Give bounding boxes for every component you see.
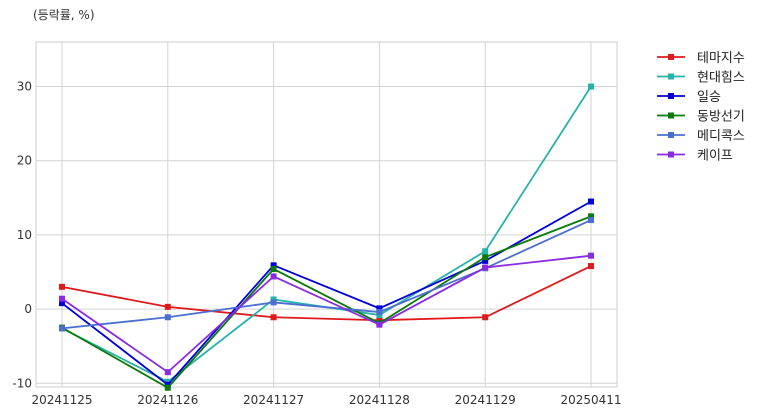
- y-tick-label: -10: [12, 376, 32, 390]
- x-axis: 20241125 20241126 20241127 20241128 20241129…: [31, 393, 621, 407]
- legend-label: 동방선기: [697, 110, 745, 125]
- x-tick-label: 20241126: [137, 393, 198, 407]
- y-tick-label: 30: [17, 80, 32, 94]
- legend-marker: [668, 93, 674, 99]
- series-line: [61, 86, 592, 383]
- data-point: [482, 248, 489, 255]
- data-point: [59, 295, 65, 302]
- series-line: [61, 215, 592, 389]
- data-point: [482, 264, 489, 271]
- series-line: [61, 200, 592, 387]
- series-lines: [59, 83, 594, 391]
- series-line: [61, 219, 592, 330]
- data-point: [270, 314, 277, 321]
- series-1: [59, 263, 594, 324]
- data-point: [59, 283, 65, 290]
- legend-marker: [668, 151, 674, 158]
- data-point: [376, 321, 383, 328]
- legend-label: 테마지수: [697, 51, 745, 66]
- legend-marker: [668, 73, 674, 80]
- legend-entry: 케이프: [657, 149, 733, 164]
- series-2: [59, 83, 594, 385]
- data-point: [164, 384, 171, 391]
- series-6: [59, 252, 594, 376]
- x-tick-label: 20241128: [349, 393, 410, 407]
- legend-marker: [668, 112, 674, 119]
- unit-label: (등락률, %): [33, 8, 95, 22]
- legend-entry: 테마지수: [657, 51, 745, 66]
- series-5: [59, 217, 594, 332]
- legend-label: 현대힘스: [697, 71, 745, 86]
- legend-marker: [668, 132, 674, 138]
- data-point: [482, 257, 489, 264]
- data-point: [164, 369, 171, 376]
- data-point: [59, 325, 65, 332]
- legend-entry: 메디콕스: [657, 129, 745, 144]
- data-point: [270, 273, 277, 280]
- data-point: [59, 300, 65, 307]
- series-line: [61, 254, 592, 374]
- data-point: [588, 213, 594, 220]
- legend-entry: 동방선기: [657, 110, 745, 125]
- legend-marker: [668, 54, 674, 60]
- data-point: [588, 83, 594, 90]
- legend-label: 일승: [697, 90, 721, 105]
- data-point: [588, 263, 594, 270]
- data-point: [270, 262, 277, 269]
- legend-entry: 현대힘스: [657, 71, 745, 86]
- series-3: [59, 198, 594, 388]
- series-line: [61, 265, 592, 322]
- data-point: [588, 198, 594, 205]
- x-tick-label: 20241129: [455, 393, 516, 407]
- data-point: [588, 252, 594, 259]
- data-point: [270, 299, 277, 306]
- legend-label: 메디콕스: [697, 129, 745, 144]
- data-point: [376, 309, 383, 316]
- data-point: [376, 305, 383, 312]
- data-point: [482, 254, 489, 261]
- x-tick-label: 20241125: [31, 393, 92, 407]
- data-point: [588, 217, 594, 224]
- y-tick-label: 20: [17, 154, 32, 168]
- data-point: [164, 314, 171, 321]
- y-tick-label: 10: [17, 228, 32, 242]
- data-point: [270, 266, 277, 273]
- data-point: [482, 314, 489, 321]
- y-axis: -10 0 10 20 30: [12, 80, 32, 391]
- legend-entry: 일승: [657, 90, 721, 105]
- y-tick-label: 0: [24, 302, 32, 316]
- grid: [35, 41, 618, 388]
- x-tick-label: 20241127: [243, 393, 304, 407]
- data-point: [164, 303, 171, 310]
- legend-label: 케이프: [697, 149, 733, 164]
- x-tick-label: 20250411: [560, 393, 621, 407]
- plot-frame: [35, 41, 618, 388]
